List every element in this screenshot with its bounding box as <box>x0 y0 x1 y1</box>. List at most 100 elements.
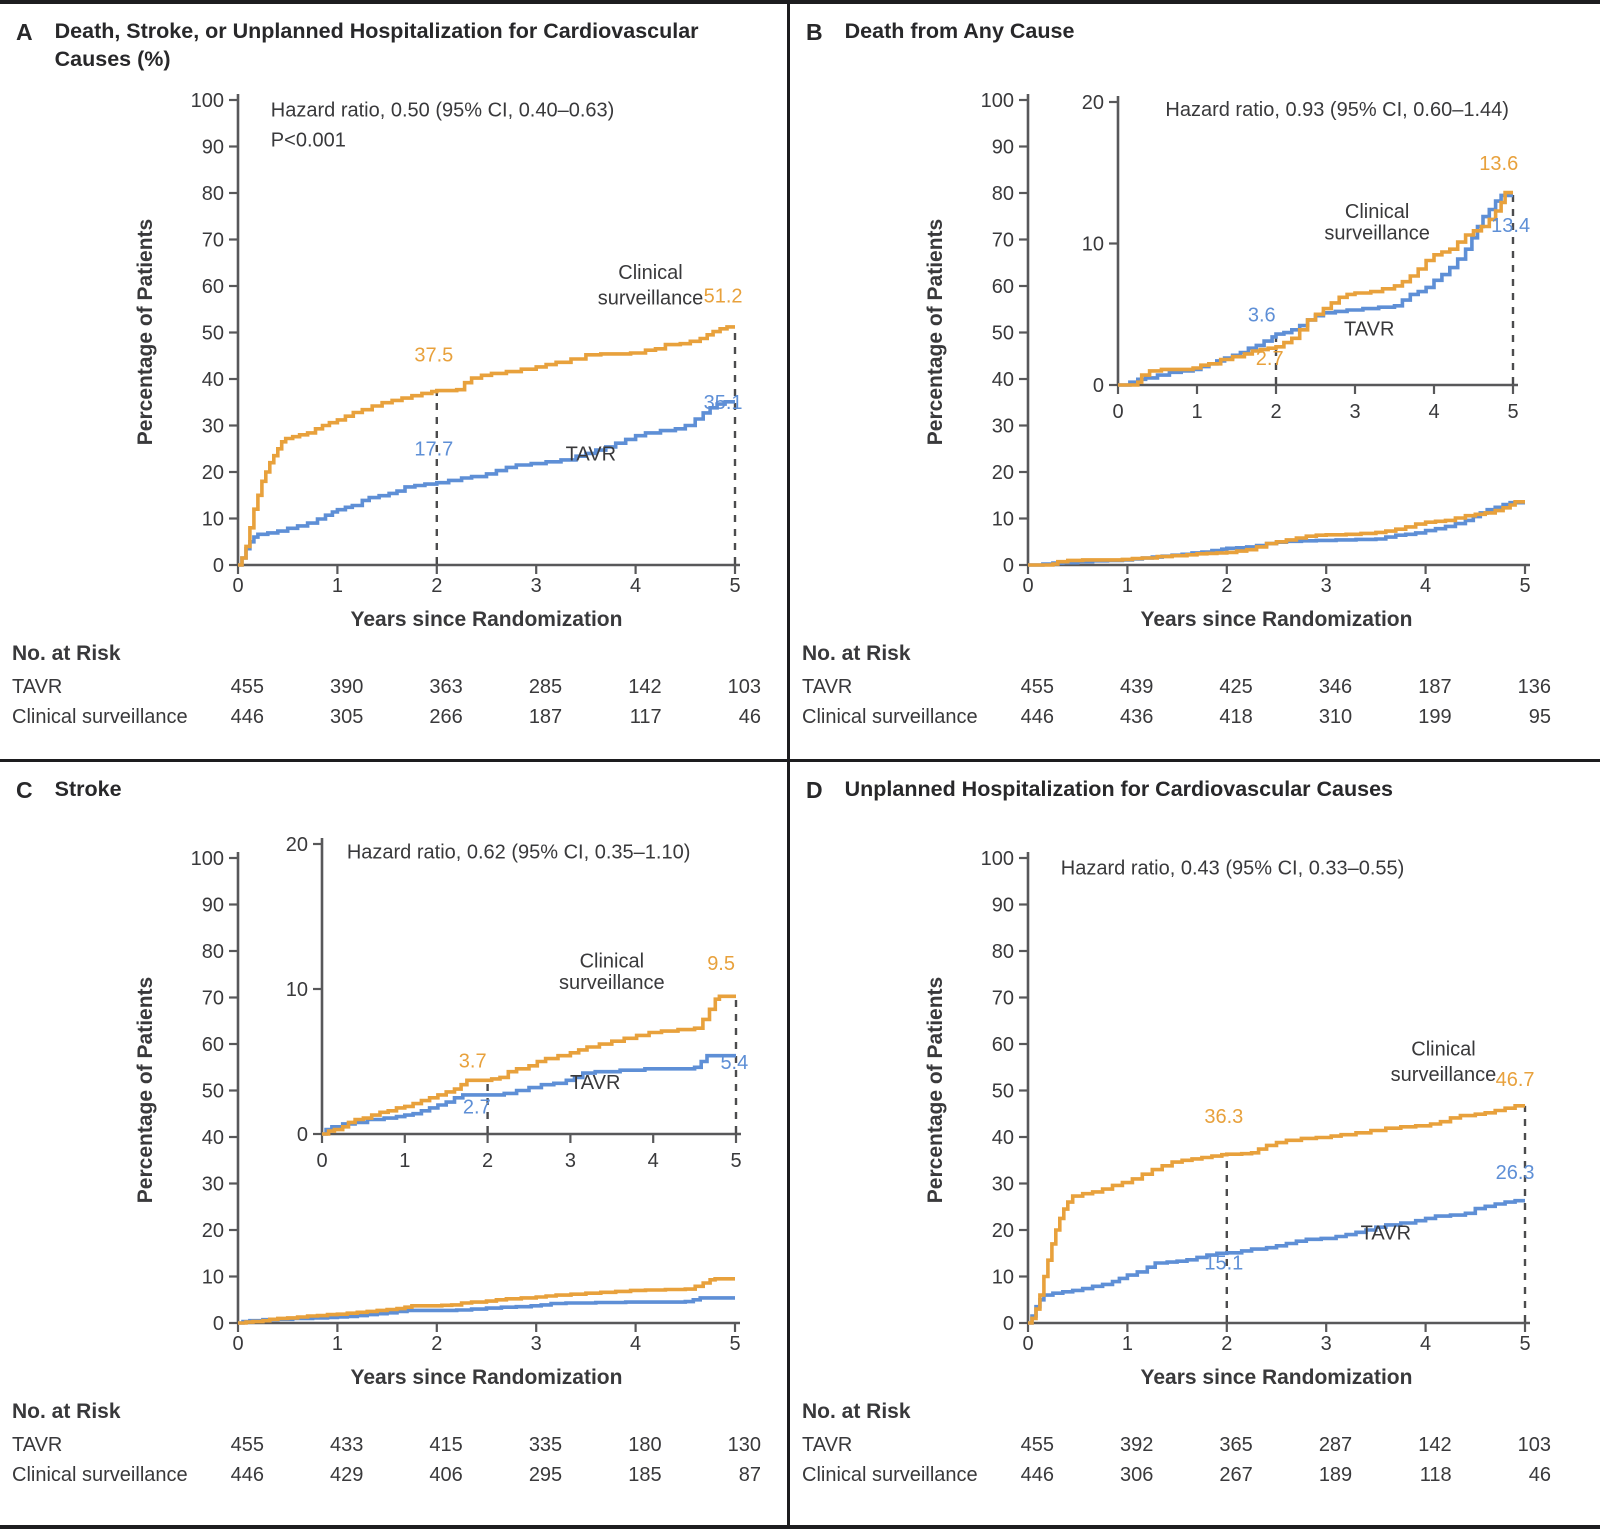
panel-c-annotation: 3.7 <box>459 1050 487 1072</box>
panel-b-curve-tavr <box>1118 193 1513 387</box>
panel-c-inset-y-tick-label: 0 <box>297 1124 308 1146</box>
panel-b-curve-clinical-surveillance <box>1118 190 1513 387</box>
panel-b-y-axis-title: Percentage of Patients <box>924 219 947 445</box>
panel-a-title: Death, Stroke, or Unplanned Hospitalizat… <box>54 19 699 71</box>
panel-c-x-axis-title: Years since Randomization <box>351 1366 623 1389</box>
panel-a-x-axis-title: Years since Randomization <box>351 608 623 631</box>
panel-d-curve-tavr <box>1028 1198 1525 1325</box>
panel-b-annotation: Clinical <box>1345 201 1409 223</box>
panel-a-risk-value: 103 <box>728 676 761 698</box>
panel-b-main-y-tick-label: 60 <box>992 276 1014 298</box>
panel-c-main-x-tick-label: 0 <box>232 1333 243 1355</box>
panel-d-risk-value: 306 <box>1120 1464 1153 1486</box>
panel-c-risk-header: No. at Risk <box>12 1400 121 1423</box>
panel-c-risk-value: 429 <box>330 1464 363 1486</box>
panel-c-main-x-tick-label: 3 <box>531 1333 542 1355</box>
panel-c-risk-value: 335 <box>529 1434 562 1456</box>
panel-b-inset-x-tick-label: 1 <box>1191 401 1202 423</box>
panel-d-main-x-tick-label: 4 <box>1420 1333 1431 1355</box>
panel-c-chart: Percentage of Patients 0 10 20 30 40 50 60 70 80 9… <box>0 828 790 1518</box>
panel-a-risk-value: 142 <box>628 676 661 698</box>
panel-a-main-x-tick-label: 2 <box>431 575 442 597</box>
panel-a-curve-tavr <box>238 400 735 567</box>
panel-d-main-x-tick-label: 1 <box>1122 1333 1133 1355</box>
panel-c-risk-value: 180 <box>628 1434 661 1456</box>
panel-d-risk-value: 267 <box>1219 1464 1252 1486</box>
panel-d-annotation: TAVR <box>1361 1222 1411 1244</box>
panel-grid: A Death, Stroke, or Unplanned Hospitaliza… <box>0 4 1600 1525</box>
panel-d-risk-value: 455 <box>1021 1434 1054 1456</box>
panel-b-inset-x-tick-label: 5 <box>1507 401 1518 423</box>
panel-a-annotation: 35.1 <box>704 392 743 414</box>
panel-a-annotation: surveillance <box>598 288 704 310</box>
panel-c-inset-x-tick-label: 5 <box>730 1150 741 1172</box>
panel-b-risk-value: 425 <box>1219 676 1252 698</box>
panel-a-annotation: Clinical <box>618 262 682 284</box>
panel-b-risk-value: 446 <box>1021 706 1054 728</box>
panel-d-risk-value: 189 <box>1319 1464 1352 1486</box>
panel-c-inset-y-tick-label: 20 <box>286 834 308 856</box>
panel-c-main-x-tick-label: 5 <box>729 1333 740 1355</box>
panel-c-main-x-tick-label: 2 <box>431 1333 442 1355</box>
panel-b-risk-value: 418 <box>1219 706 1252 728</box>
panel-b-x-axis-title: Years since Randomization <box>1141 608 1413 631</box>
panel-b-risk-value: 187 <box>1418 676 1451 698</box>
panel-a-annotation: P<0.001 <box>271 130 346 152</box>
panel-b-title: Death from Any Cause <box>844 19 1075 43</box>
panel-a-main-y-tick-label: 80 <box>202 183 224 205</box>
panel-b-main-y-tick-label: 20 <box>992 462 1014 484</box>
panel-b-risk-value: 346 <box>1319 676 1352 698</box>
panel-b-annotation: 2.7 <box>1256 348 1284 370</box>
panel-d-risk-row-label: TAVR <box>802 1434 852 1456</box>
panel-b-chart: Percentage of Patients 0 10 20 30 40 50 60 70 80 9… <box>790 70 1580 760</box>
panel-d-main-y-tick-label: 0 <box>1003 1313 1014 1335</box>
panel-b-plot: Percentage of Patients010203040506070809… <box>802 90 1551 728</box>
panel-d-risk-value: 446 <box>1021 1464 1054 1486</box>
panel-a-plot: Percentage of Patients010203040506070809… <box>12 90 761 728</box>
panel-c-main-x-tick-label: 1 <box>332 1333 343 1355</box>
panel-d-main-y-tick-label: 10 <box>992 1267 1014 1289</box>
panel-c-main-y-tick-label: 30 <box>202 1174 224 1196</box>
panel-c-risk-value: 433 <box>330 1434 363 1456</box>
panel-b-annotation: Hazard ratio, 0.93 (95% CI, 0.60–1.44) <box>1165 99 1509 121</box>
panel-a-risk-header: No. at Risk <box>12 642 121 665</box>
panel-c-main-y-tick-label: 50 <box>202 1081 224 1103</box>
panel-a: A Death, Stroke, or Unplanned Hospitaliza… <box>0 4 790 762</box>
panel-c-risk-row-label: TAVR <box>12 1434 62 1456</box>
panel-c-risk-row-label: Clinical surveillance <box>12 1464 188 1486</box>
panel-c-main-x-tick-label: 4 <box>630 1333 641 1355</box>
panel-a-annotation: 17.7 <box>414 439 453 461</box>
panel-c-y-axis-title: Percentage of Patients <box>134 977 157 1203</box>
panel-c-main-y-tick-label: 80 <box>202 941 224 963</box>
panel-d-main-y-tick-label: 50 <box>992 1081 1014 1103</box>
panel-c-risk-value: 455 <box>231 1434 264 1456</box>
panel-d-x-axis-title: Years since Randomization <box>1141 1366 1413 1389</box>
panel-d-chart: Percentage of Patients 0 10 20 30 40 50 60 70 80 9… <box>790 828 1580 1518</box>
panel-d-risk-value: 365 <box>1219 1434 1252 1456</box>
panel-a-main-x-tick-label: 3 <box>531 575 542 597</box>
panel-a-risk-value: 305 <box>330 706 363 728</box>
panel-a-main-y-tick-label: 30 <box>202 416 224 438</box>
panel-c-main-y-tick-label: 0 <box>213 1313 224 1335</box>
panel-c-inset-x-tick-label: 4 <box>648 1150 659 1172</box>
panel-b-inset-y-tick-label: 20 <box>1082 92 1104 114</box>
panel-c-risk-value: 185 <box>628 1464 661 1486</box>
panel-d-main-x-tick-label: 2 <box>1221 1333 1232 1355</box>
panel-a-risk-value: 266 <box>429 706 462 728</box>
panel-b-main-y-tick-label: 0 <box>1003 555 1014 577</box>
panel-c-annotation: 2.7 <box>463 1097 491 1119</box>
panel-d-curve-clinical-surveillance <box>1028 1104 1525 1325</box>
panel-a-main-x-tick-label: 1 <box>332 575 343 597</box>
panel-b: B Death from Any Cause Percentage of Pati… <box>790 4 1600 762</box>
panel-c-annotation: TAVR <box>570 1072 620 1094</box>
panel-a-annotation: TAVR <box>566 443 616 465</box>
panel-d-annotation: surveillance <box>1391 1064 1497 1086</box>
panel-d-plot: Percentage of Patients010203040506070809… <box>802 848 1551 1486</box>
panel-a-main-y-tick-label: 40 <box>202 369 224 391</box>
panel-c-annotation: 9.5 <box>707 953 735 975</box>
panel-c-main-y-tick-label: 70 <box>202 988 224 1010</box>
panel-a-risk-value: 187 <box>529 706 562 728</box>
panel-c: C Stroke Percentage of Patients 0 10 20 30 40 5… <box>0 762 790 1525</box>
panel-b-annotation: 3.6 <box>1248 304 1276 326</box>
